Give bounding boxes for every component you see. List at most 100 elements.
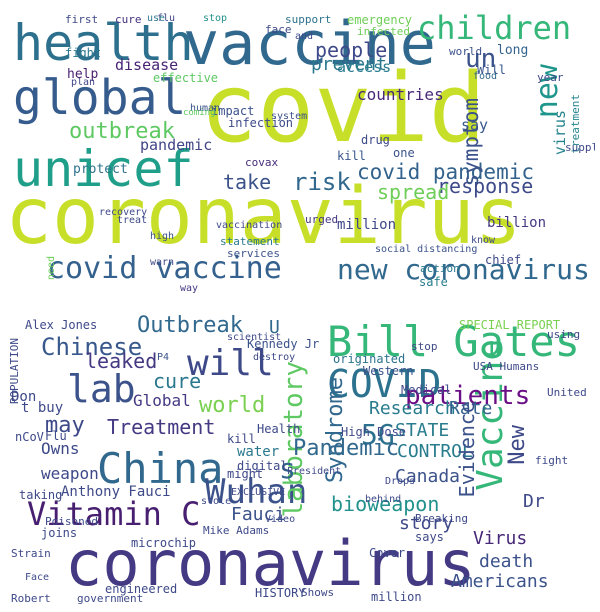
cloud-word: story [399, 513, 454, 534]
cloud-word: effective [153, 71, 219, 85]
cloud-word: warn [150, 257, 175, 268]
cloud-word: coronavirus [5, 172, 522, 262]
cloud-word: USA Humans [473, 360, 540, 373]
cloud-word: Dr [523, 491, 545, 512]
cloud-word: chief [485, 253, 522, 267]
cloud-word: safe [419, 275, 448, 289]
cloud-word: need [46, 256, 57, 281]
cloud-word: stop [203, 13, 228, 24]
cloud-word: EXCLUSIVE [231, 487, 286, 498]
cloud-word: HISTORY [255, 586, 306, 600]
cloud-word: and [295, 31, 314, 42]
cloud-word: take [223, 170, 272, 194]
cloud-word: stop [411, 340, 438, 353]
top-word-cloud: covid coronavirus vaccine health global unice… [5, 0, 595, 298]
cloud-word: Research [369, 398, 456, 419]
cloud-word: Alex Jones [25, 318, 98, 332]
cloud-word: Western [363, 364, 414, 378]
cloud-word: United [547, 386, 587, 399]
cloud-word: U [269, 317, 280, 338]
cloud-word: million [371, 590, 422, 604]
cloud-word: Global [133, 391, 191, 410]
cloud-word: originated [333, 352, 406, 366]
cloud-word: kill [337, 149, 366, 163]
cloud-word: impact [211, 104, 255, 118]
cloud-word: vaccination [216, 220, 283, 231]
cloud-word: Flu [45, 429, 67, 443]
cloud-word: President [287, 466, 342, 477]
cloud-word: covid pandemic [357, 160, 535, 184]
cloud-word: support [285, 13, 332, 26]
cloud-word: nCoV [15, 430, 44, 444]
cloud-word: CONTROL [397, 441, 473, 462]
cloud-word: Cover [369, 546, 406, 560]
cloud-word: t buy [21, 400, 64, 416]
cloud-word: s [279, 452, 296, 485]
cloud-word: China [97, 444, 224, 493]
cloud-word: health [13, 14, 194, 72]
cloud-word: Wuhan [205, 472, 308, 512]
cloud-word: symptom [459, 98, 483, 187]
cloud-word: behind [365, 494, 402, 505]
cloud-word: face [265, 23, 292, 36]
cloud-word: Canada [395, 466, 461, 487]
cloud-word: infected [357, 25, 410, 38]
cloud-word: destroy [253, 352, 296, 363]
cloud-word: know [471, 235, 496, 246]
cloud-word: cure [153, 369, 202, 393]
cloud-word: 5G [361, 418, 395, 451]
cloud-word: Video [265, 514, 296, 525]
cloud-word: Kennedy Jr [247, 337, 320, 351]
cloud-word: Virus [473, 528, 528, 549]
cloud-word: Outbreak [137, 313, 243, 338]
cloud-word: patients [405, 381, 531, 411]
cloud-word: P4 [157, 352, 170, 363]
cloud-word: covid vaccine [47, 251, 282, 286]
cloud-word: stole [201, 496, 232, 507]
cloud-word: Medical [401, 383, 452, 397]
cloud-word: Treatment [107, 415, 216, 439]
cloud-word: system [271, 111, 308, 122]
cloud-word: treat [117, 215, 148, 226]
cloud-word: Breaking [415, 512, 468, 525]
cloud-word: services [227, 247, 280, 260]
cloud-word: new coronavirus [337, 253, 590, 286]
cloud-word: urged [305, 213, 339, 226]
cloud-word: action [420, 262, 460, 275]
cloud-word: drug [361, 133, 390, 147]
cloud-word: COVID [327, 362, 442, 406]
cloud-word: way [180, 283, 199, 294]
cloud-word: covax [245, 156, 279, 169]
cloud-word: outbreak [69, 119, 175, 144]
cloud-word: unicef [13, 140, 194, 198]
cloud-word: human [190, 103, 221, 114]
cloud-word: million [337, 217, 397, 233]
cloud-word: Will [477, 63, 506, 77]
cloud-word: high [150, 231, 175, 242]
cloud-word: cure [115, 13, 142, 26]
cloud-word: joins [41, 526, 78, 540]
cloud-word: social distancing [375, 244, 478, 255]
cloud-word: Bill Gates [327, 317, 580, 366]
cloud-word: coming [183, 108, 216, 118]
cloud-word: kill [227, 432, 256, 446]
cloud-word: emergency [347, 13, 413, 27]
cloud-word: will [187, 343, 274, 384]
cloud-word: STATE [395, 420, 450, 441]
cloud-word: Robert [11, 592, 51, 605]
cloud-word: year [537, 71, 564, 84]
cloud-word: Owns [41, 439, 80, 458]
cloud-word: children [417, 9, 572, 47]
cloud-word: Health [257, 422, 301, 436]
cloud-word: Mike Adams [203, 524, 270, 537]
cloud-word: weapon [41, 464, 99, 483]
cloud-word: supplies [565, 141, 595, 154]
cloud-word: digital [237, 459, 288, 473]
cloud-word: Poisoned [45, 515, 98, 528]
cloud-word: covid [200, 54, 486, 164]
cloud-word: Strain [11, 547, 51, 560]
cloud-word: government [77, 592, 144, 605]
cloud-word: food [473, 71, 498, 82]
cloud-word: Anthony Fauci [61, 484, 171, 500]
cloud-word: billion [487, 215, 547, 231]
